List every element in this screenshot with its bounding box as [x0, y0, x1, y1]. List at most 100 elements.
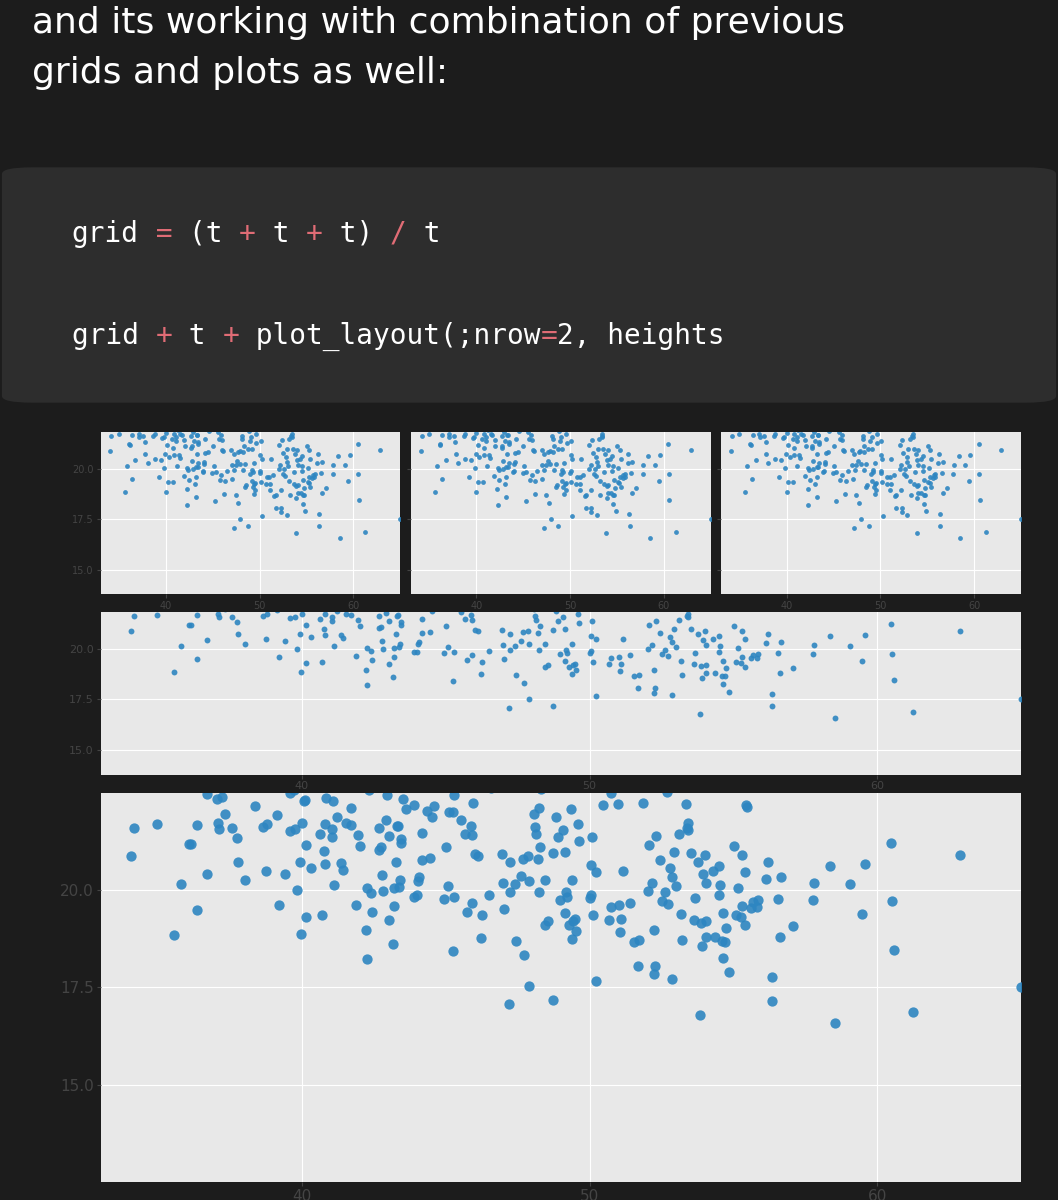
Point — [526, 600, 543, 619]
Point — [364, 650, 381, 670]
Point — [198, 785, 215, 804]
Point — [245, 454, 262, 473]
Point — [482, 587, 499, 606]
Point — [792, 424, 809, 443]
Point — [736, 863, 753, 882]
Point — [729, 878, 746, 898]
Point — [247, 595, 263, 614]
Point — [904, 426, 920, 445]
Point — [500, 412, 517, 431]
Point — [278, 505, 295, 524]
Point — [945, 455, 962, 474]
Point — [169, 421, 186, 440]
Point — [294, 494, 311, 514]
Point — [557, 475, 573, 494]
Point — [349, 611, 366, 630]
Point — [124, 425, 141, 444]
Point — [316, 854, 333, 874]
Point — [214, 440, 231, 460]
Point — [859, 398, 876, 418]
Point — [514, 463, 531, 482]
Point — [606, 486, 623, 505]
Point — [776, 427, 792, 446]
Point — [456, 610, 473, 629]
Text: grid: grid — [72, 220, 139, 248]
Point — [428, 456, 445, 475]
Point — [865, 416, 882, 436]
Point — [716, 666, 733, 685]
Point — [243, 439, 260, 458]
Point — [479, 421, 496, 440]
Point — [526, 805, 543, 824]
Point — [495, 422, 512, 442]
Point — [258, 605, 275, 624]
Point — [381, 578, 398, 598]
Point — [525, 440, 542, 460]
Point — [329, 578, 346, 598]
Point — [92, 578, 109, 598]
Point — [186, 474, 203, 493]
Point — [445, 643, 462, 662]
Point — [287, 820, 304, 839]
Point — [135, 427, 152, 446]
Point — [496, 474, 513, 493]
Point — [614, 468, 631, 487]
Point — [933, 463, 950, 482]
Point — [553, 461, 570, 480]
Point — [899, 505, 916, 524]
Point — [230, 625, 247, 644]
Point — [800, 496, 817, 515]
Point — [821, 626, 838, 646]
Point — [507, 430, 524, 449]
Point — [470, 398, 487, 418]
Point — [343, 606, 360, 625]
Point — [905, 703, 922, 722]
Point — [647, 826, 664, 845]
Point — [559, 433, 576, 452]
Point — [472, 398, 489, 418]
Point — [551, 431, 568, 450]
FancyBboxPatch shape — [2, 167, 1056, 403]
Point — [223, 398, 240, 418]
Point — [587, 466, 604, 485]
Point — [252, 462, 269, 481]
Point — [199, 864, 216, 883]
Point — [801, 470, 818, 490]
Point — [810, 454, 827, 473]
Point — [230, 443, 247, 462]
Point — [282, 414, 299, 433]
Point — [723, 442, 740, 461]
Point — [654, 644, 671, 664]
Point — [482, 424, 499, 443]
Text: t: t — [256, 220, 306, 248]
Point — [537, 456, 554, 475]
Point — [262, 449, 279, 468]
Point — [552, 464, 569, 484]
Point — [682, 440, 699, 460]
Point — [302, 467, 318, 486]
Point — [743, 434, 760, 454]
Point — [239, 516, 256, 535]
Point — [558, 883, 574, 902]
Point — [821, 857, 838, 876]
Point — [843, 440, 860, 460]
Point — [284, 427, 300, 446]
Point — [466, 407, 482, 426]
Point — [901, 430, 918, 449]
Point — [818, 443, 835, 462]
Point — [172, 636, 189, 655]
Point — [359, 638, 376, 658]
Point — [434, 398, 451, 418]
Point — [846, 460, 863, 479]
Point — [423, 601, 440, 620]
Point — [542, 455, 559, 474]
Point — [443, 398, 460, 418]
Point — [217, 805, 234, 824]
Point — [375, 881, 391, 900]
Point — [389, 816, 406, 835]
Point — [952, 528, 969, 547]
Point — [856, 437, 873, 456]
Point — [780, 473, 797, 492]
Point — [589, 439, 606, 458]
Point — [462, 606, 479, 625]
